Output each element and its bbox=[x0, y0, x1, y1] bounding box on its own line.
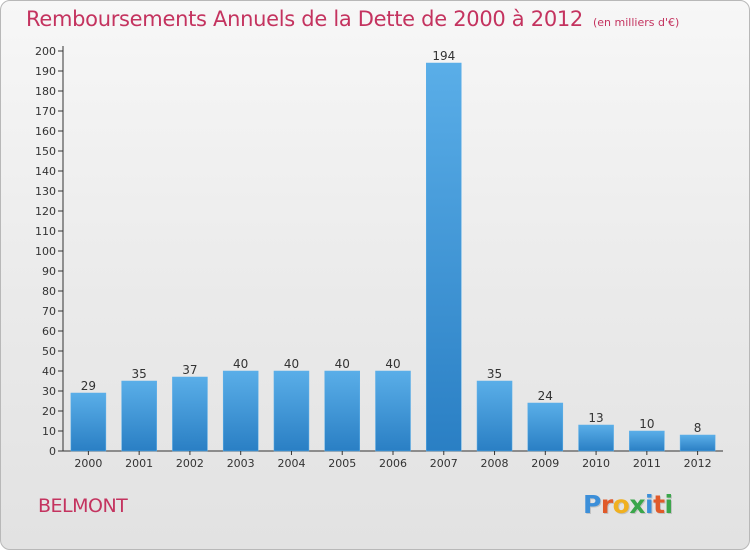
y-tick-label: 10 bbox=[42, 425, 56, 438]
y-tick-label: 190 bbox=[35, 65, 56, 78]
brand-letter: P bbox=[583, 490, 601, 519]
x-tick-label: 2002 bbox=[176, 457, 204, 470]
bar bbox=[172, 376, 208, 452]
bar-value-label: 40 bbox=[233, 357, 248, 371]
bar bbox=[70, 392, 107, 452]
bar bbox=[121, 380, 157, 452]
bar-value-label: 24 bbox=[538, 389, 553, 403]
x-tick-label: 2006 bbox=[379, 457, 407, 470]
bar bbox=[476, 380, 513, 452]
commune-name: BELMONT bbox=[38, 495, 128, 517]
x-tick-label: 2000 bbox=[74, 457, 102, 470]
y-tick-label: 140 bbox=[35, 165, 56, 178]
chart-title: Remboursements Annuels de la Dette de 20… bbox=[26, 7, 679, 31]
bar bbox=[324, 370, 360, 452]
brand-letter: i bbox=[645, 490, 654, 519]
bar bbox=[375, 370, 411, 452]
bar-value-label: 35 bbox=[487, 367, 502, 381]
y-tick-label: 130 bbox=[35, 185, 56, 198]
chart-title-text: Remboursements Annuels de la Dette de 20… bbox=[26, 7, 583, 31]
y-tick-label: 110 bbox=[35, 225, 56, 238]
y-tick-label: 80 bbox=[42, 285, 56, 298]
y-tick-label: 20 bbox=[42, 405, 56, 418]
y-tick-label: 180 bbox=[35, 85, 56, 98]
y-tick-label: 100 bbox=[35, 245, 56, 258]
brand-letter: t bbox=[653, 490, 665, 519]
y-tick-label: 40 bbox=[42, 365, 56, 378]
brand-letter: x bbox=[629, 490, 645, 519]
bar bbox=[578, 424, 614, 452]
y-tick-label: 120 bbox=[35, 205, 56, 218]
y-tick-label: 170 bbox=[35, 105, 56, 118]
y-tick-label: 150 bbox=[35, 145, 56, 158]
bar bbox=[426, 62, 462, 452]
bar-value-label: 8 bbox=[694, 421, 702, 435]
x-tick-label: 2007 bbox=[430, 457, 458, 470]
x-tick-label: 2010 bbox=[582, 457, 610, 470]
bar bbox=[629, 430, 665, 452]
x-tick-label: 2001 bbox=[125, 457, 153, 470]
x-tick-label: 2004 bbox=[277, 457, 305, 470]
x-tick-label: 2011 bbox=[633, 457, 661, 470]
proxiti-logo: Proxiti bbox=[583, 490, 673, 519]
bar bbox=[527, 402, 564, 452]
y-tick-label: 60 bbox=[42, 325, 56, 338]
bar-value-label: 40 bbox=[385, 357, 400, 371]
y-tick-label: 0 bbox=[49, 445, 56, 458]
bar bbox=[273, 370, 310, 452]
x-tick-label: 2012 bbox=[684, 457, 712, 470]
y-tick-label: 30 bbox=[42, 385, 56, 398]
x-tick-label: 2008 bbox=[481, 457, 509, 470]
x-tick-label: 2003 bbox=[227, 457, 255, 470]
bar-value-label: 40 bbox=[284, 357, 299, 371]
bar-value-label: 29 bbox=[81, 379, 96, 393]
bar bbox=[679, 434, 716, 452]
bar-value-label: 13 bbox=[588, 411, 603, 425]
bar-value-label: 10 bbox=[639, 417, 654, 431]
y-tick-label: 160 bbox=[35, 125, 56, 138]
x-tick-label: 2005 bbox=[328, 457, 356, 470]
brand-letter: i bbox=[664, 490, 674, 519]
y-tick-label: 90 bbox=[42, 265, 56, 278]
bar bbox=[222, 370, 259, 452]
bar-value-label: 35 bbox=[132, 367, 147, 381]
bar-value-label: 194 bbox=[432, 49, 455, 63]
bar-value-label: 40 bbox=[335, 357, 350, 371]
x-tick-label: 2009 bbox=[531, 457, 559, 470]
y-tick-label: 70 bbox=[42, 305, 56, 318]
brand-letter: r bbox=[600, 490, 613, 519]
y-tick-label: 50 bbox=[42, 345, 56, 358]
brand-letter: o bbox=[612, 490, 630, 519]
bar-value-label: 37 bbox=[182, 363, 197, 377]
y-tick-label: 200 bbox=[35, 45, 56, 58]
chart-subtitle: (en milliers d'€) bbox=[593, 16, 680, 29]
